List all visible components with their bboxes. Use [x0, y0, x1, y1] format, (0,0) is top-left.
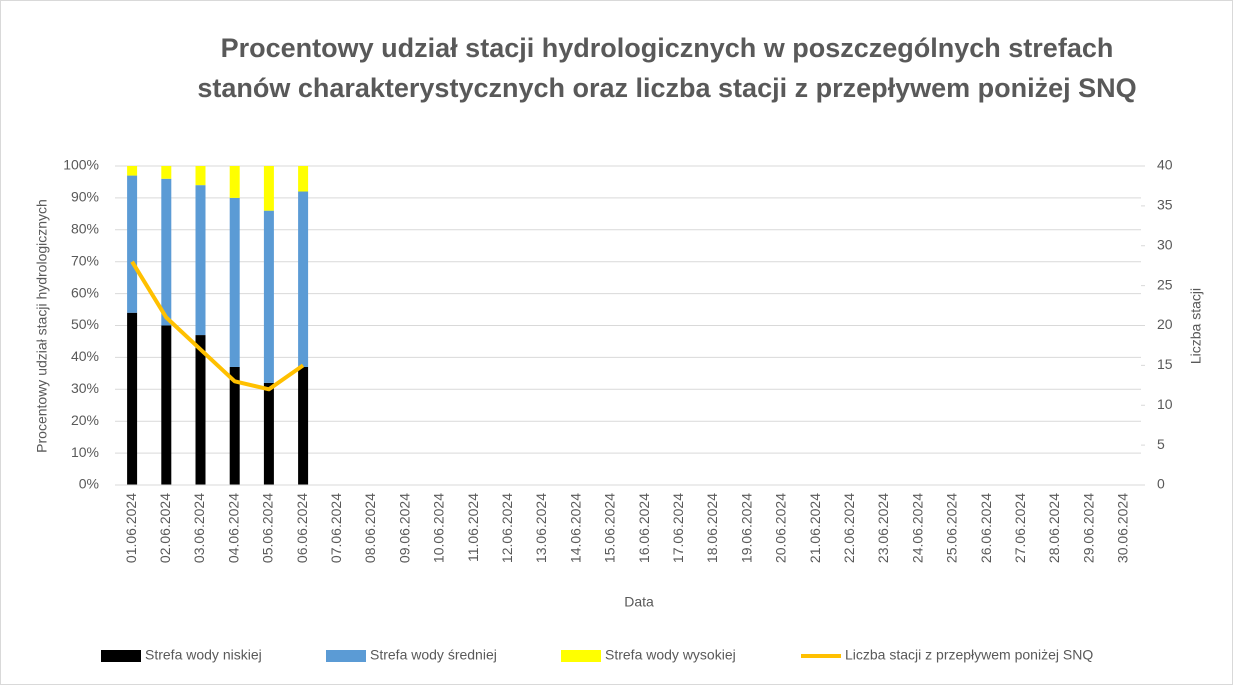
x-tick-label: 13.06.2024 [533, 493, 549, 563]
y2-tick-label: 40 [1157, 157, 1173, 173]
y2-tick-label: 20 [1157, 316, 1173, 332]
y-tick-label: 80% [71, 221, 99, 237]
bar-segment [298, 191, 309, 367]
y2-tick-label: 15 [1157, 356, 1173, 372]
y-tick-label: 50% [71, 316, 99, 332]
x-tick-label: 24.06.2024 [909, 493, 925, 563]
x-tick-label: 27.06.2024 [1012, 493, 1028, 563]
bar-segment [263, 382, 274, 485]
legend-swatch [561, 650, 601, 662]
x-tick-label: 11.06.2024 [465, 493, 481, 562]
x-tick-label: 30.06.2024 [1115, 493, 1131, 563]
y2-axis-title: Liczba stacji [1188, 288, 1204, 364]
bar-segment [161, 325, 172, 485]
x-tick-label: 02.06.2024 [157, 493, 173, 563]
y-tick-label: 60% [71, 284, 99, 300]
bar-segment [195, 335, 206, 485]
y-tick-label: 30% [71, 380, 99, 396]
y-tick-label: 20% [71, 412, 99, 428]
x-tick-label: 14.06.2024 [567, 493, 583, 563]
bar-segment [229, 197, 240, 367]
x-tick-label: 08.06.2024 [362, 493, 378, 563]
x-tick-label: 05.06.2024 [260, 493, 276, 563]
y-tick-label: 90% [71, 189, 99, 205]
x-tick-label: 21.06.2024 [807, 493, 823, 563]
x-tick-label: 06.06.2024 [294, 493, 310, 563]
line-series [130, 260, 305, 392]
legend-label: Liczba stacji z przepływem poniżej SNQ [845, 647, 1093, 663]
bar-segment [195, 185, 206, 336]
y-axis-title: Procentowy udział stacji hydrologicznych [34, 199, 50, 453]
bar-segment [298, 366, 309, 485]
y-tick-label: 10% [71, 444, 99, 460]
x-tick-label: 29.06.2024 [1080, 493, 1096, 563]
y2-tick-label: 25 [1157, 276, 1173, 292]
x-tick-label: 09.06.2024 [396, 493, 412, 563]
x-tick-label: 20.06.2024 [773, 493, 789, 563]
legend-label: Strefa wody średniej [370, 647, 497, 663]
x-tick-label: 26.06.2024 [978, 493, 994, 563]
legend-swatch [326, 650, 366, 662]
bar-segment [229, 166, 240, 198]
x-tick-label: 25.06.2024 [944, 493, 960, 563]
x-tick-label: 12.06.2024 [499, 493, 515, 563]
x-tick-label: 19.06.2024 [738, 493, 754, 563]
x-tick-label: 23.06.2024 [875, 493, 891, 563]
y2-tick-label: 35 [1157, 197, 1173, 213]
legend-swatch [101, 650, 141, 662]
x-tick-label: 28.06.2024 [1046, 493, 1062, 563]
legend-label: Strefa wody wysokiej [605, 647, 736, 663]
x-tick-label: 10.06.2024 [431, 493, 447, 563]
y2-tick-label: 0 [1157, 476, 1165, 492]
bar-segment [263, 166, 274, 211]
bar-segment [161, 166, 172, 179]
y-tick-label: 0% [79, 476, 99, 492]
x-tick-label: 03.06.2024 [191, 493, 207, 563]
legend-label: Strefa wody niskiej [145, 647, 262, 663]
chart-title: Procentowy udział stacji hydrologicznych… [197, 33, 1137, 103]
x-tick-label: 04.06.2024 [225, 493, 241, 563]
bar-segment [127, 312, 138, 485]
x-axis-title: Data [624, 594, 654, 610]
bar-segment [161, 178, 172, 326]
bar-segment [195, 166, 206, 186]
bar-segment [127, 175, 138, 313]
y2-tick-label: 10 [1157, 396, 1173, 412]
bar-segment [229, 366, 240, 485]
x-tick-label: 18.06.2024 [704, 493, 720, 563]
x-tick-label: 07.06.2024 [328, 493, 344, 563]
x-tick-label: 15.06.2024 [602, 493, 618, 563]
x-tick-label: 22.06.2024 [841, 493, 857, 563]
x-tick-label: 01.06.2024 [123, 493, 139, 563]
x-tick-label: 16.06.2024 [636, 493, 652, 563]
y2-tick-label: 30 [1157, 236, 1173, 252]
y-tick-label: 100% [63, 157, 99, 173]
bar-segment [298, 166, 309, 192]
y2-tick-label: 5 [1157, 436, 1165, 452]
y-tick-label: 70% [71, 252, 99, 268]
bar-segment [263, 210, 274, 383]
y-tick-label: 40% [71, 348, 99, 364]
bar-segment [127, 166, 138, 176]
x-tick-label: 17.06.2024 [670, 493, 686, 563]
